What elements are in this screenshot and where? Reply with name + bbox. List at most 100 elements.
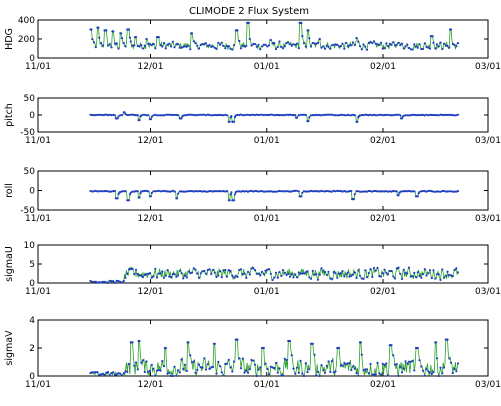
data-point <box>143 44 146 47</box>
data-point <box>110 114 113 117</box>
data-point <box>285 42 288 45</box>
data-point <box>334 370 337 373</box>
data-point <box>271 278 274 282</box>
data-point <box>98 113 101 116</box>
data-point <box>376 114 379 117</box>
data-point <box>311 41 314 45</box>
data-point <box>411 359 414 363</box>
data-point <box>119 372 122 375</box>
data-point <box>385 190 388 193</box>
data-point <box>339 189 342 193</box>
data-point <box>365 113 369 116</box>
data-point <box>456 113 460 116</box>
data-point <box>308 190 311 193</box>
data-point <box>337 346 341 350</box>
data-point <box>355 372 358 375</box>
data-point <box>140 190 143 193</box>
data-point <box>360 353 363 356</box>
data-point <box>204 190 208 193</box>
data-point <box>201 270 204 273</box>
data-point <box>285 113 288 116</box>
data-point <box>456 271 460 274</box>
data-point <box>423 268 426 271</box>
data-point <box>264 362 267 365</box>
data-point <box>362 190 365 193</box>
data-point <box>267 113 271 117</box>
data-point <box>189 354 192 357</box>
data-point <box>369 268 372 271</box>
data-point <box>224 268 227 272</box>
data-point <box>395 43 398 46</box>
data-point <box>161 114 164 117</box>
y-tick-label: 0 <box>29 187 35 197</box>
data-point <box>171 113 174 117</box>
data-point <box>225 190 229 193</box>
data-point <box>292 114 295 117</box>
data-point <box>348 362 351 365</box>
data-point <box>89 279 92 283</box>
data-point <box>276 276 279 279</box>
data-point <box>409 360 412 363</box>
panel-sigmaU: 11/01 12/01 01/01 02/01 03/01 0 5 10 sigmaU <box>4 241 501 297</box>
data-point <box>448 357 451 360</box>
data-point <box>369 190 372 193</box>
data-point <box>274 113 278 117</box>
data-point <box>106 190 110 193</box>
data-point <box>376 190 379 193</box>
data-point <box>161 190 164 193</box>
data-point <box>423 374 426 377</box>
data-point <box>439 278 442 281</box>
data-point <box>138 196 141 199</box>
data-point <box>192 40 195 43</box>
data-point <box>217 360 220 363</box>
data-point <box>169 113 173 116</box>
data-point <box>357 40 360 43</box>
data-point <box>252 359 255 362</box>
data-point <box>339 364 342 367</box>
data-point <box>336 114 339 117</box>
data-point <box>94 189 97 192</box>
data-point <box>248 190 251 193</box>
data-point <box>372 373 376 376</box>
data-point <box>239 190 243 193</box>
data-point <box>208 268 211 271</box>
data-point <box>432 269 435 272</box>
data-point <box>311 190 314 193</box>
data-point <box>418 190 421 194</box>
data-point <box>155 369 159 372</box>
data-point <box>199 113 202 116</box>
data-point <box>197 363 201 366</box>
data-point <box>175 43 178 46</box>
data-point <box>92 190 96 193</box>
data-point <box>227 45 230 48</box>
data-point <box>131 267 134 270</box>
data-point <box>325 113 328 116</box>
data-point <box>173 113 176 116</box>
data-point <box>290 190 293 193</box>
data-point <box>346 362 349 365</box>
data-point <box>301 35 304 38</box>
data-point <box>341 190 344 193</box>
data-point <box>99 190 103 193</box>
data-point <box>239 113 243 116</box>
data-point <box>220 276 223 279</box>
x-tick-label: 02/01 <box>370 380 396 390</box>
data-point <box>112 371 115 374</box>
data-point <box>253 269 257 272</box>
data-point <box>134 36 138 39</box>
data-point <box>238 268 241 272</box>
data-point <box>413 43 416 46</box>
data-point <box>381 47 384 50</box>
data-point <box>206 44 209 47</box>
data-point <box>127 28 131 31</box>
data-point <box>273 41 276 45</box>
data-point <box>217 190 220 193</box>
data-point <box>442 189 446 193</box>
data-point <box>134 268 138 271</box>
data-point <box>255 113 258 116</box>
data-point <box>297 114 300 117</box>
data-point <box>269 113 272 116</box>
data-point <box>222 374 225 377</box>
data-point <box>91 113 94 117</box>
x-tick-label: 03/01 <box>475 136 501 146</box>
